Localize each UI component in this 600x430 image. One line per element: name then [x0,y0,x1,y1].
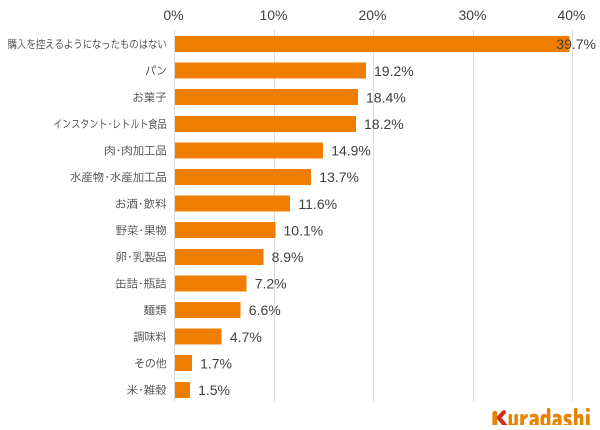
svg-text:8.9%: 8.9% [272,249,304,265]
svg-text:40%: 40% [557,7,585,23]
svg-text:18.2%: 18.2% [364,116,404,132]
svg-text:0%: 0% [163,7,183,23]
svg-text:39.7%: 39.7% [556,36,596,52]
svg-text:11.6%: 11.6% [298,196,337,212]
svg-text:19.2%: 19.2% [374,63,414,79]
svg-text:20%: 20% [358,7,386,23]
svg-text:4.7%: 4.7% [230,329,262,345]
svg-text:1.7%: 1.7% [200,355,232,371]
svg-text:6.6%: 6.6% [249,302,281,318]
svg-text:18.4%: 18.4% [366,89,406,105]
svg-text:30%: 30% [458,7,486,23]
svg-text:1.5%: 1.5% [198,382,230,398]
svg-text:10.1%: 10.1% [284,222,324,238]
svg-text:10%: 10% [259,7,287,23]
svg-text:13.7%: 13.7% [319,169,359,185]
svg-text:14.9%: 14.9% [331,143,371,159]
svg-text:7.2%: 7.2% [255,276,287,292]
